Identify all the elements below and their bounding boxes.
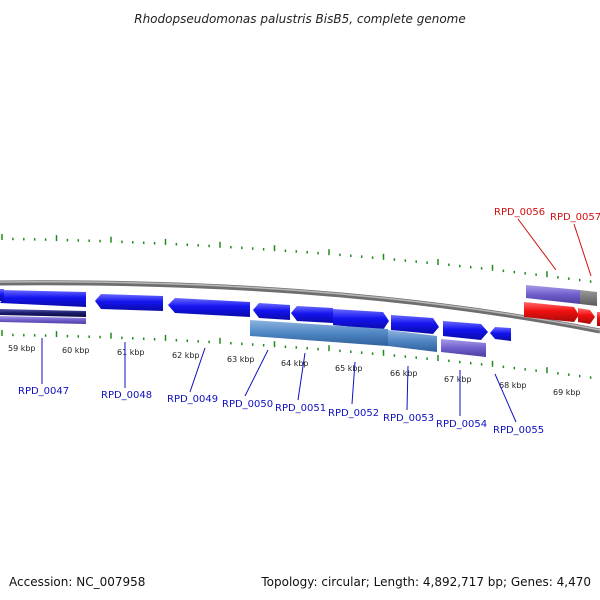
gene-label-rpd-0049[interactable]: RPD_0049: [167, 394, 218, 405]
gene-arrow-rpd-0050[interactable]: [253, 303, 290, 320]
gene-label-rpd-0051[interactable]: RPD_0051: [275, 403, 326, 414]
gene-labels: RPD_0047 RPD_0048 RPD_0049 RPD_0050 RPD_…: [18, 207, 600, 436]
gene-label-rpd-0055[interactable]: RPD_0055: [493, 425, 544, 436]
gene-arrow-rpd-0051[interactable]: [291, 306, 333, 323]
gene-label-rpd-0054[interactable]: RPD_0054: [436, 419, 487, 430]
gene-arrow-rpd-0053[interactable]: [391, 315, 439, 334]
gene-arrow-rpd-0054[interactable]: [443, 321, 488, 340]
map-title: Rhodopseudomonas palustris BisB5, comple…: [134, 12, 466, 26]
kbp-label: 66 kbp: [390, 369, 418, 378]
genome-backbone: [0, 280, 600, 334]
operon-bar-violet[interactable]: [441, 339, 486, 357]
operon-bar-violet-right[interactable]: [526, 285, 580, 304]
gene-label-rpd-0052[interactable]: RPD_0052: [328, 408, 379, 419]
kbp-label: 67 kbp: [444, 375, 472, 384]
operon-bar-navy: [0, 309, 86, 317]
kbp-label: 65 kbp: [335, 364, 363, 373]
gene-leader-lines: [41, 218, 592, 423]
upper-tick-row: [1, 234, 592, 283]
gene-label-rpd-0053[interactable]: RPD_0053: [383, 413, 434, 424]
kbp-labels: 59 kbp 60 kbp 61 kbp 62 kbp 63 kbp 64 kb…: [8, 344, 581, 397]
operon-bar-light-blue[interactable]: [250, 320, 388, 346]
kbp-label: 63 kbp: [227, 355, 255, 364]
kbp-label: 59 kbp: [8, 344, 36, 353]
gene-arrow-rpd-0052[interactable]: [333, 309, 389, 330]
gene-arrow-rpd-0047[interactable]: [0, 290, 86, 307]
gene-label-rpd-0047[interactable]: RPD_0047: [18, 386, 69, 397]
operon-bar-violet-left: [0, 316, 86, 324]
gene-label-rpd-0048[interactable]: RPD_0048: [101, 390, 152, 401]
operon-bar-light-blue-2[interactable]: [388, 330, 437, 352]
gene-arrow-fragment: [0, 289, 4, 301]
gene-arrow-rpd-0055[interactable]: [490, 327, 511, 341]
gene-label-rpd-0056[interactable]: RPD_0056: [494, 207, 545, 218]
kbp-label: 64 kbp: [281, 359, 309, 368]
gene-arrow-rpd-0049[interactable]: [168, 298, 250, 317]
kbp-label: 69 kbp: [553, 388, 581, 397]
genome-backbone-highlight: [0, 281, 600, 331]
genome-stats-text: Topology: circular; Length: 4,892,717 bp…: [260, 575, 591, 589]
gene-arrow-rpd-0056[interactable]: [524, 302, 579, 322]
kbp-label: 60 kbp: [62, 346, 90, 355]
operon-bar-grey-right: [580, 290, 597, 306]
lower-tick-row: [1, 330, 592, 379]
gene-arrow-rpd-0048[interactable]: [95, 294, 163, 311]
gene-label-rpd-0050[interactable]: RPD_0050: [222, 399, 273, 410]
kbp-label: 68 kbp: [499, 381, 527, 390]
gene-arrow-fragment-red: [597, 312, 600, 326]
kbp-label: 62 kbp: [172, 351, 200, 360]
kbp-label: 61 kbp: [117, 348, 145, 357]
gene-arrow-rpd-0057[interactable]: [578, 308, 595, 324]
gene-label-rpd-0057[interactable]: RPD_0057: [550, 212, 600, 223]
accession-text: Accession: NC_007958: [9, 575, 145, 589]
